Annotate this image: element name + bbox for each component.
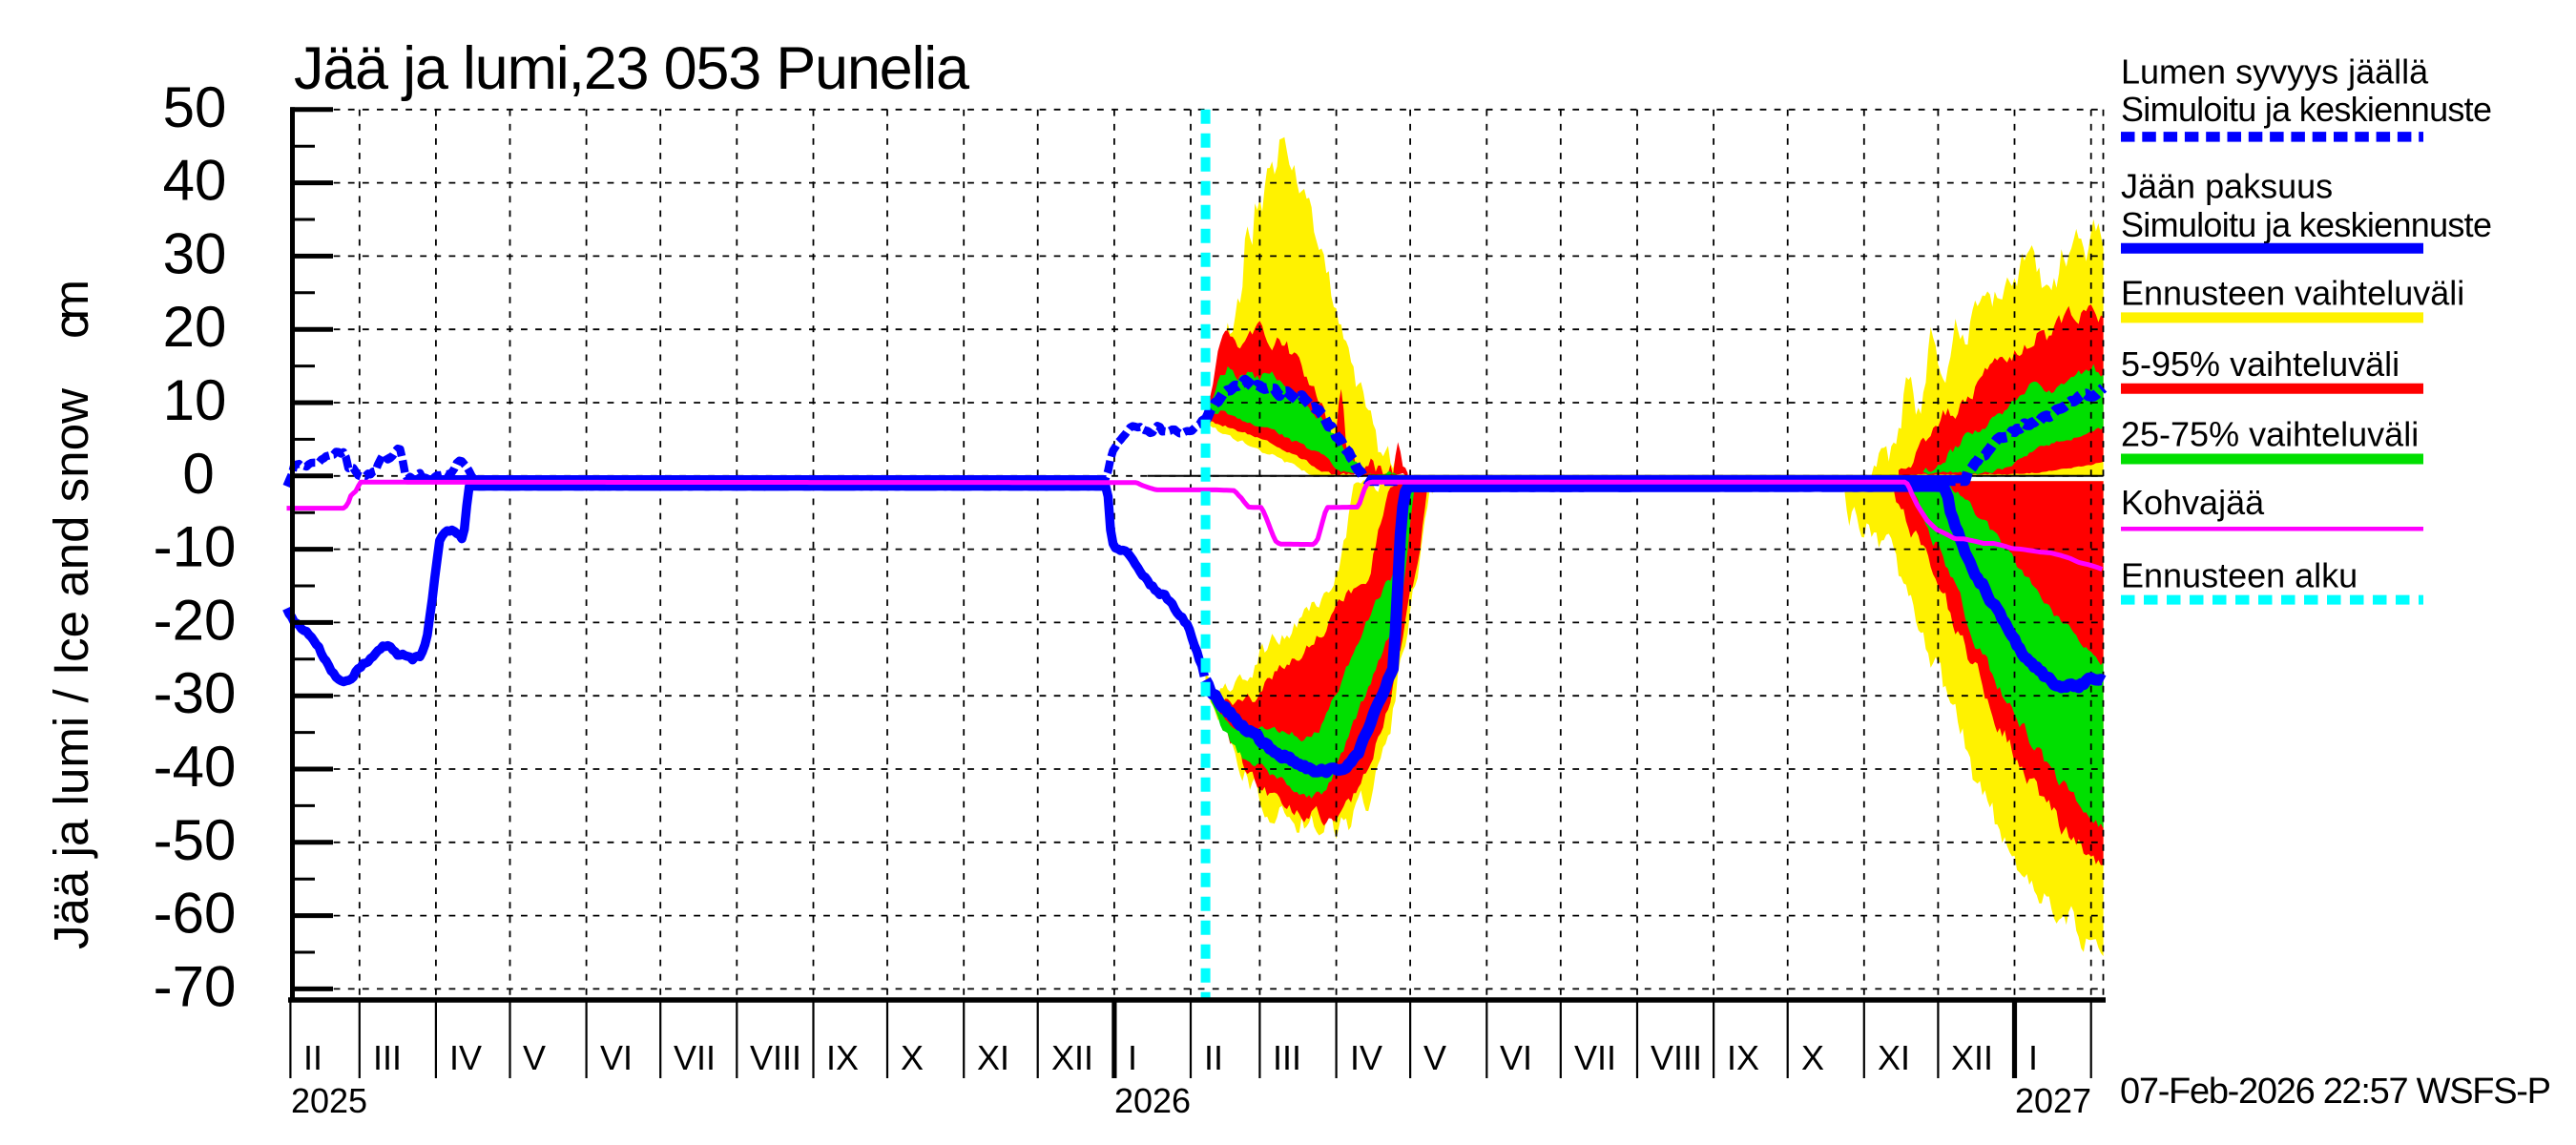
svg-text:Jää ja lumi,23 053 Punelia: Jää ja lumi,23 053 Punelia [294, 35, 970, 102]
svg-text:-10: -10 [154, 515, 237, 579]
svg-text:IX: IX [826, 1038, 859, 1077]
svg-text:50: 50 [163, 75, 227, 139]
svg-text:V: V [1423, 1038, 1446, 1077]
svg-text:X: X [901, 1038, 924, 1077]
svg-text:0: 0 [182, 442, 214, 506]
svg-text:07-Feb-2026 22:57 WSFS-P: 07-Feb-2026 22:57 WSFS-P [2120, 1072, 2551, 1112]
svg-text:Jää ja lumi / Ice and snow: Jää ja lumi / Ice and snow [44, 388, 98, 949]
svg-text:XII: XII [1951, 1038, 1993, 1077]
svg-text:30: 30 [163, 221, 227, 285]
svg-text:25-75% vaihteluväli: 25-75% vaihteluväli [2121, 415, 2419, 454]
svg-text:VI: VI [1500, 1038, 1532, 1077]
svg-text:-40: -40 [154, 735, 237, 799]
svg-text:20: 20 [163, 295, 227, 359]
svg-text:-20: -20 [154, 588, 237, 652]
svg-text:IV: IV [449, 1038, 482, 1077]
svg-text:VI: VI [600, 1038, 633, 1077]
svg-text:Ennusteen vaihteluväli: Ennusteen vaihteluväli [2121, 274, 2464, 313]
svg-text:III: III [1273, 1038, 1301, 1077]
svg-text:2026: 2026 [1114, 1081, 1191, 1120]
svg-text:XII: XII [1051, 1038, 1093, 1077]
svg-text:Jään paksuus: Jään paksuus [2121, 167, 2333, 206]
svg-text:Kohvajää: Kohvajää [2121, 483, 2265, 522]
svg-text:Simuloitu ja keskiennuste: Simuloitu ja keskiennuste [2121, 205, 2492, 244]
svg-text:2027: 2027 [2015, 1081, 2091, 1120]
svg-text:IX: IX [1727, 1038, 1759, 1077]
svg-text:VIII: VIII [750, 1038, 801, 1077]
svg-text:2025: 2025 [291, 1081, 367, 1120]
svg-text:V: V [523, 1038, 546, 1077]
svg-text:40: 40 [163, 149, 227, 213]
svg-text:I: I [2028, 1038, 2038, 1077]
svg-text:-60: -60 [154, 882, 237, 946]
svg-text:IV: IV [1350, 1038, 1382, 1077]
svg-text:Ennusteen alku: Ennusteen alku [2121, 556, 2358, 595]
svg-text:X: X [1801, 1038, 1824, 1077]
svg-text:-30: -30 [154, 661, 237, 725]
svg-text:VII: VII [674, 1038, 716, 1077]
svg-text:Simuloitu ja keskiennuste: Simuloitu ja keskiennuste [2121, 90, 2492, 129]
svg-text:10: 10 [163, 368, 227, 432]
svg-text:XI: XI [977, 1038, 1009, 1077]
svg-text:Lumen syvyys jäällä: Lumen syvyys jäällä [2121, 52, 2429, 92]
svg-text:II: II [1204, 1038, 1223, 1077]
svg-text:I: I [1128, 1038, 1137, 1077]
svg-text:XI: XI [1878, 1038, 1910, 1077]
svg-text:VII: VII [1574, 1038, 1616, 1077]
svg-text:II: II [303, 1038, 322, 1077]
svg-text:VIII: VIII [1651, 1038, 1702, 1077]
svg-text:5-95% vaihteluväli: 5-95% vaihteluväli [2121, 344, 2399, 384]
svg-text:cm: cm [44, 280, 98, 339]
svg-text:III: III [373, 1038, 402, 1077]
svg-text:-70: -70 [154, 954, 237, 1018]
svg-text:-50: -50 [154, 808, 237, 872]
